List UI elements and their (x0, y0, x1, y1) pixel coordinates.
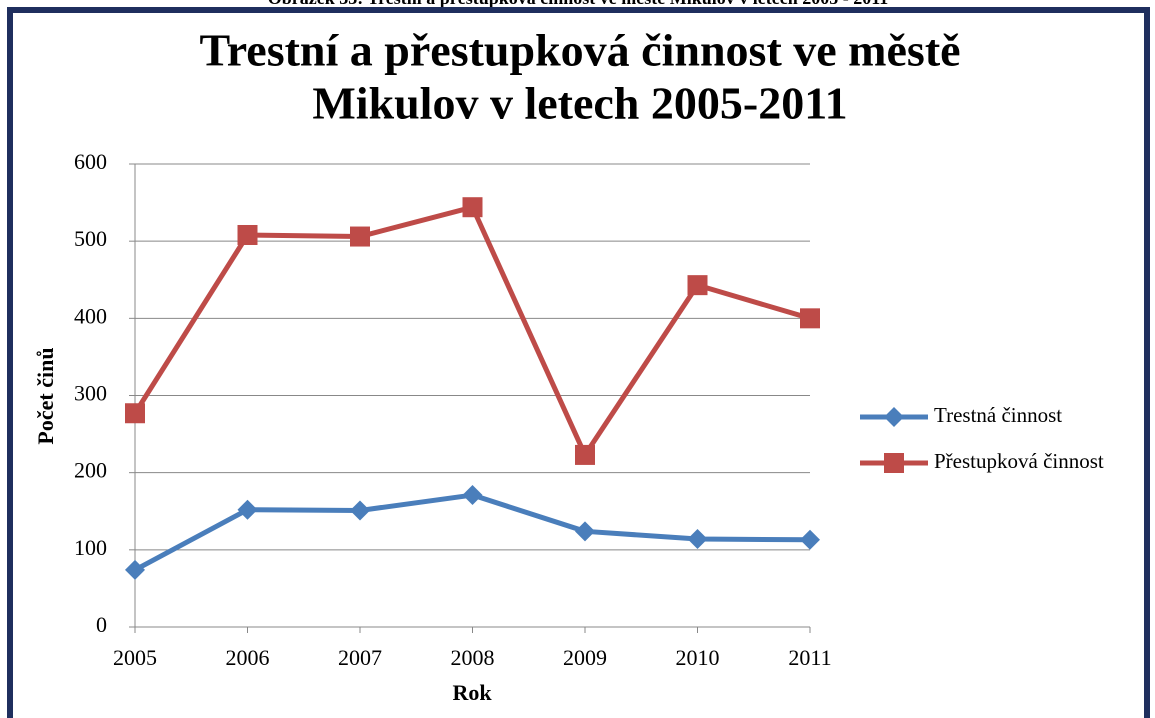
marker (237, 224, 258, 245)
x-tick-label: 2011 (788, 645, 831, 670)
x-tick-label: 2009 (563, 645, 607, 670)
y-tick-label: 300 (74, 381, 107, 406)
caption: Obrázek 33: Trestní a přestupková činnos… (268, 0, 888, 8)
marker (350, 226, 370, 247)
marker (237, 499, 258, 520)
chart-title: Trestní a přestupková činnost ve městě (199, 25, 960, 76)
x-tick-label: 2008 (451, 645, 495, 670)
marker (884, 407, 904, 427)
chart-title: Mikulov v letech 2005-2011 (312, 78, 847, 129)
marker (462, 485, 483, 506)
x-axis-label: Rok (452, 680, 492, 705)
y-axis-label: Počet činů (33, 347, 58, 444)
y-tick-label: 200 (74, 458, 107, 483)
x-tick-label: 2010 (676, 645, 720, 670)
marker (575, 521, 595, 542)
marker (800, 308, 820, 329)
marker (884, 453, 904, 473)
x-tick-label: 2007 (338, 645, 382, 670)
marker (687, 275, 708, 296)
marker (575, 444, 595, 465)
frame (7, 7, 1150, 718)
y-tick-label: 500 (74, 226, 107, 251)
marker (687, 529, 708, 550)
y-tick-label: 400 (74, 303, 107, 328)
marker (800, 529, 820, 550)
y-tick-label: 600 (74, 149, 107, 174)
y-tick-label: 100 (74, 535, 107, 560)
y-tick-label: 0 (96, 612, 107, 637)
x-tick-label: 2006 (226, 645, 270, 670)
x-tick-label: 2005 (113, 645, 157, 670)
marker (125, 559, 145, 580)
legend-label: Trestná činnost (934, 403, 1062, 427)
marker (125, 403, 145, 424)
marker (462, 197, 483, 218)
legend-label: Přestupková činnost (934, 449, 1104, 473)
marker (350, 500, 370, 521)
